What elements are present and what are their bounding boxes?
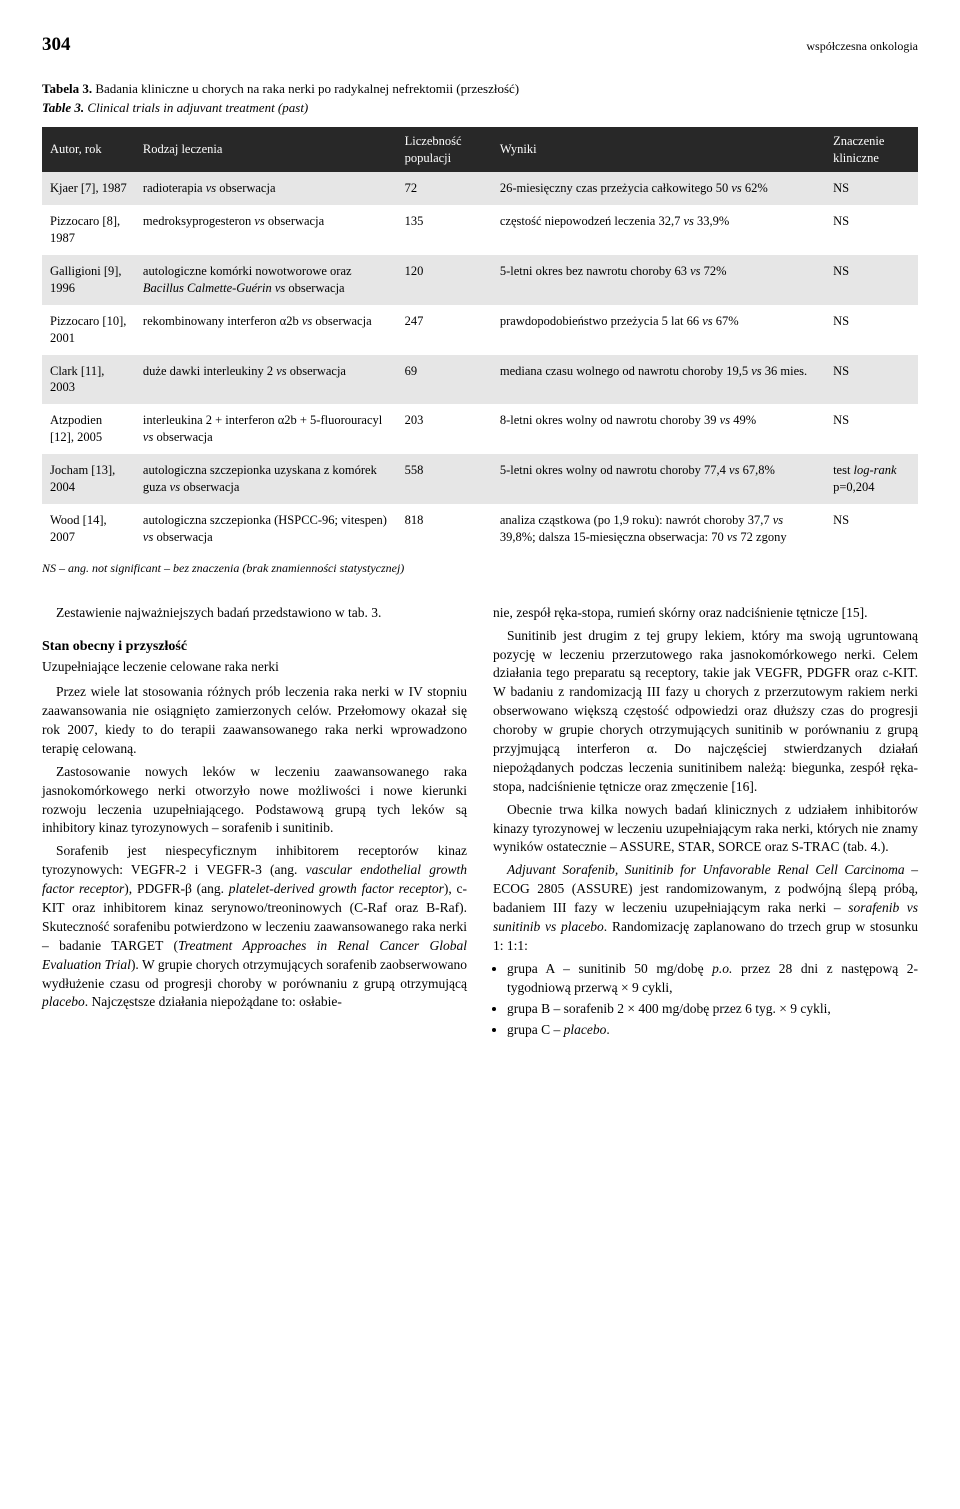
table-cell: 8-letni okres wolny od nawrotu choroby 3… <box>492 404 825 454</box>
table-cell: Galligioni [9], 1996 <box>42 255 135 305</box>
table-cell: analiza cząstkowa (po 1,9 roku): nawrót … <box>492 504 825 554</box>
table-cell: NS <box>825 504 918 554</box>
list-item: grupa B – sorafenib 2 × 400 mg/dobę prze… <box>507 1000 918 1019</box>
table-row: Jocham [13], 2004autologiczna szczepionk… <box>42 454 918 504</box>
table-row: Galligioni [9], 1996autologiczne komórki… <box>42 255 918 305</box>
table-cell: 26-miesięczny czas przeżycia całkowitego… <box>492 172 825 205</box>
table-cell: Atzpodien [12], 2005 <box>42 404 135 454</box>
table-cell: 203 <box>397 404 492 454</box>
table-cell: rekombinowany interferon α2b vs obserwac… <box>135 305 397 355</box>
table-cell: Pizzocaro [10], 2001 <box>42 305 135 355</box>
table-cell: duże dawki interleukiny 2 vs obserwacja <box>135 355 397 405</box>
table-cell: 558 <box>397 454 492 504</box>
table-cell: 5-letni okres bez nawrotu choroby 63 vs … <box>492 255 825 305</box>
table-cell: Jocham [13], 2004 <box>42 454 135 504</box>
col-result: Wyniki <box>492 127 825 173</box>
table-cell: medroksyprogesteron vs obserwacja <box>135 205 397 255</box>
table-row: Pizzocaro [10], 2001rekombinowany interf… <box>42 305 918 355</box>
list-item: grupa A – sunitinib 50 mg/dobę p.o. prze… <box>507 960 918 998</box>
table-cell: Clark [11], 2003 <box>42 355 135 405</box>
table-row: Pizzocaro [8], 1987medroksyprogesteron v… <box>42 205 918 255</box>
subsection-heading: Uzupełniające leczenie celowane raka ner… <box>42 658 467 677</box>
table-cell: NS <box>825 205 918 255</box>
table-cell: NS <box>825 172 918 205</box>
body-text: Sunitinib jest drugim z tej grupy lekiem… <box>493 627 918 797</box>
table-cell: autologiczna szczepionka (HSPCC-96; vite… <box>135 504 397 554</box>
table-cell: częstość niepowodzeń leczenia 32,7 vs 33… <box>492 205 825 255</box>
body-text: Zestawienie najważniejszych badań przeds… <box>42 604 467 623</box>
body-text: Przez wiele lat stosowania różnych prób … <box>42 683 467 759</box>
list-item: grupa C – placebo. <box>507 1021 918 1040</box>
table-caption-en-label: Table 3. <box>42 100 84 115</box>
table-cell: NS <box>825 305 918 355</box>
table-cell: 5-letni okres wolny od nawrotu choroby 7… <box>492 454 825 504</box>
table-row: Atzpodien [12], 2005interleukina 2 + int… <box>42 404 918 454</box>
table-cell: 247 <box>397 305 492 355</box>
table-footnote: NS – ang. not significant – bez znaczeni… <box>42 560 918 576</box>
table-cell: NS <box>825 404 918 454</box>
table-cell: 72 <box>397 172 492 205</box>
table-cell: 69 <box>397 355 492 405</box>
col-sig: Znaczenie kliniczne <box>825 127 918 173</box>
table-caption-en: Table 3. Clinical trials in adjuvant tre… <box>42 99 918 117</box>
table-row: Wood [14], 2007autologiczna szczepionka … <box>42 504 918 554</box>
table-cell: autologiczne komórki nowotworowe oraz Ba… <box>135 255 397 305</box>
body-text: Adjuvant Sorafenib, Sunitinib for Unfavo… <box>493 861 918 955</box>
table-row: Kjaer [7], 1987radioterapia vs obserwacj… <box>42 172 918 205</box>
table-cell: radioterapia vs obserwacja <box>135 172 397 205</box>
table-cell: 818 <box>397 504 492 554</box>
table-caption-label: Tabela 3. <box>42 81 92 96</box>
table-cell: 135 <box>397 205 492 255</box>
left-column: Zestawienie najważniejszych badań przeds… <box>42 604 467 1042</box>
table-caption-text: Badania kliniczne u chorych na raka nerk… <box>95 81 519 96</box>
table-cell: Pizzocaro [8], 1987 <box>42 205 135 255</box>
section-heading: Stan obecny i przyszłość <box>42 637 467 657</box>
table-cell: test log-rank p=0,204 <box>825 454 918 504</box>
table-cell: prawdopodobieństwo przeżycia 5 lat 66 vs… <box>492 305 825 355</box>
journal-name: współczesna onkologia <box>806 38 918 54</box>
col-treatment: Rodzaj leczenia <box>135 127 397 173</box>
table-cell: interleukina 2 + interferon α2b + 5-fluo… <box>135 404 397 454</box>
bullet-list: grupa A – sunitinib 50 mg/dobę p.o. prze… <box>507 960 918 1040</box>
table-cell: 120 <box>397 255 492 305</box>
table-cell: autologiczna szczepionka uzyskana z komó… <box>135 454 397 504</box>
col-author: Autor, rok <box>42 127 135 173</box>
body-text: Obecnie trwa kilka nowych badań kliniczn… <box>493 801 918 858</box>
col-n: Liczebność populacji <box>397 127 492 173</box>
studies-table: Autor, rok Rodzaj leczenia Liczebność po… <box>42 127 918 554</box>
table-caption-en-text: Clinical trials in adjuvant treatment (p… <box>87 100 308 115</box>
body-text: Sorafenib jest niespecyficznym inhibitor… <box>42 842 467 1012</box>
body-text: nie, zespół ręka-stopa, rumień skórny or… <box>493 604 918 623</box>
table-cell: NS <box>825 355 918 405</box>
table-cell: Wood [14], 2007 <box>42 504 135 554</box>
table-cell: mediana czasu wolnego od nawrotu choroby… <box>492 355 825 405</box>
right-column: nie, zespół ręka-stopa, rumień skórny or… <box>493 604 918 1042</box>
page-number: 304 <box>42 32 71 58</box>
table-cell: Kjaer [7], 1987 <box>42 172 135 205</box>
table-row: Clark [11], 2003duże dawki interleukiny … <box>42 355 918 405</box>
body-text: Zastosowanie nowych leków w leczeniu zaa… <box>42 763 467 839</box>
table-caption: Tabela 3. Badania kliniczne u chorych na… <box>42 80 918 98</box>
table-cell: NS <box>825 255 918 305</box>
table-header-row: Autor, rok Rodzaj leczenia Liczebność po… <box>42 127 918 173</box>
